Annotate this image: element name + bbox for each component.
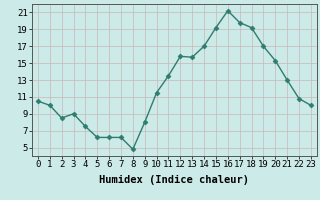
X-axis label: Humidex (Indice chaleur): Humidex (Indice chaleur) bbox=[100, 175, 249, 185]
